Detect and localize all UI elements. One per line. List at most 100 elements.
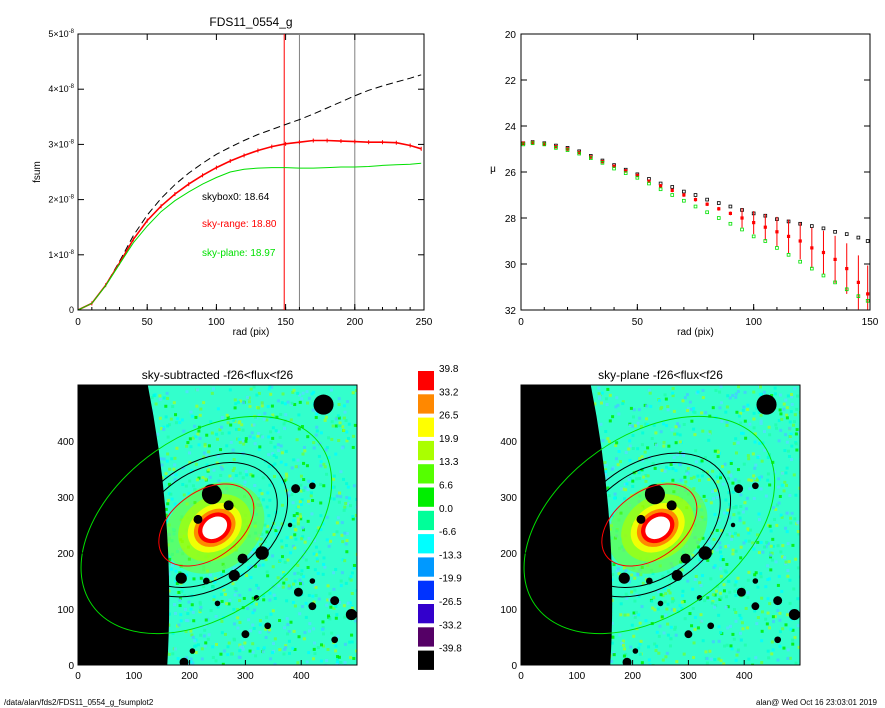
sky-noise	[164, 507, 168, 511]
sky-noise	[779, 550, 783, 554]
sky-noise	[733, 583, 737, 587]
sky-noise	[231, 469, 235, 473]
sky-noise	[746, 408, 750, 412]
sky-noise	[300, 537, 304, 541]
sky-noise	[247, 566, 251, 570]
sky-noise	[779, 412, 783, 416]
sky-noise	[696, 626, 700, 630]
sky-noise	[789, 627, 793, 631]
sky-noise	[606, 476, 610, 480]
masked-star	[680, 553, 691, 564]
mu-point-red	[682, 193, 686, 197]
sky-noise	[311, 480, 315, 484]
sky-noise	[685, 472, 689, 476]
sky-noise	[341, 425, 345, 429]
sky-noise	[747, 657, 751, 661]
sky-noise	[774, 423, 778, 427]
sky-noise	[612, 563, 616, 567]
sky-noise	[766, 564, 770, 568]
sky-noise	[338, 601, 342, 605]
sky-noise	[725, 533, 729, 537]
sky-noise	[207, 633, 211, 637]
sky-noise	[651, 571, 655, 575]
sky-noise	[280, 522, 284, 526]
sky-noise	[723, 569, 727, 573]
sky-noise	[206, 468, 210, 472]
x-tick-label: 400	[293, 671, 310, 682]
sky-noise	[707, 478, 711, 482]
sky-noise	[638, 621, 642, 625]
sky-noise	[732, 442, 736, 446]
sky-noise	[744, 436, 748, 440]
mu-point-black	[810, 224, 814, 228]
sky-noise	[798, 575, 800, 579]
sky-noise	[342, 604, 346, 608]
sky-noise	[312, 627, 316, 631]
sky-noise	[192, 619, 196, 623]
sky-noise	[287, 629, 291, 633]
sky-noise	[753, 466, 757, 470]
mu-point-red	[810, 246, 814, 250]
sky-noise	[723, 462, 727, 466]
masked-star	[736, 587, 746, 597]
sky-noise	[257, 391, 261, 395]
sky-noise	[173, 478, 177, 482]
sky-noise	[742, 521, 746, 525]
sky-noise	[283, 402, 287, 406]
sky-noise	[305, 660, 309, 664]
sky-noise	[787, 560, 791, 564]
sky-noise	[351, 391, 355, 395]
sky-noise	[348, 601, 352, 605]
sky-noise	[682, 422, 686, 426]
sky-noise	[164, 513, 168, 517]
sky-noise	[268, 598, 272, 602]
sky-noise	[293, 572, 297, 576]
mu-point-green	[670, 193, 675, 197]
sky-noise	[700, 474, 704, 478]
sky-noise	[272, 453, 276, 457]
sky-noise	[173, 647, 177, 651]
sky-noise	[668, 591, 672, 595]
sky-noise	[272, 593, 276, 597]
sky-noise	[219, 473, 223, 477]
sky-noise	[741, 408, 745, 412]
sky-noise	[351, 445, 355, 449]
sky-noise	[662, 631, 666, 635]
sky-noise	[711, 497, 715, 501]
sky-noise	[351, 517, 355, 521]
sky-noise	[714, 604, 718, 608]
sky-noise	[222, 588, 226, 592]
sky-noise	[327, 436, 331, 440]
sky-noise	[657, 651, 661, 655]
sky-noise	[327, 456, 331, 460]
sky-noise	[309, 491, 313, 495]
sky-noise	[731, 393, 735, 397]
sky-noise	[180, 590, 184, 594]
sky-noise	[750, 478, 754, 482]
mu-point-green	[728, 221, 733, 226]
sky-noise	[724, 545, 728, 549]
sky-noise	[794, 661, 798, 665]
sky-noise	[734, 395, 738, 399]
sky-noise	[694, 574, 698, 578]
sky-noise	[220, 619, 224, 623]
sky-noise	[640, 605, 644, 609]
sky-noise	[756, 540, 760, 544]
sky-noise	[756, 477, 760, 481]
sky-noise	[202, 455, 206, 459]
sky-noise	[718, 597, 722, 601]
sky-noise	[269, 430, 273, 434]
sky-noise	[672, 455, 676, 459]
sky-noise	[699, 583, 703, 587]
sky-noise	[728, 396, 732, 400]
sky-noise	[645, 417, 649, 421]
sky-noise	[293, 604, 297, 608]
sky-noise	[270, 404, 274, 408]
sky-noise	[621, 402, 625, 406]
sky-noise	[701, 536, 705, 540]
sky-noise	[724, 410, 728, 414]
sky-noise	[212, 595, 216, 599]
sky-noise	[276, 399, 280, 403]
sky-noise	[786, 613, 790, 617]
sky-noise	[164, 519, 168, 523]
